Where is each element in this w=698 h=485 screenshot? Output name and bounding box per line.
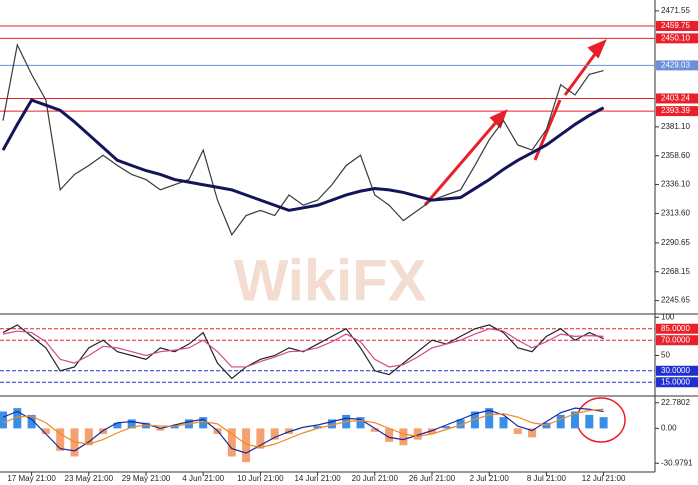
- histogram-bar: [127, 419, 136, 429]
- series-line: [2, 324, 604, 380]
- level-label-box: [656, 93, 698, 104]
- x-tick-label: 12 Jul 21:00: [582, 474, 626, 483]
- histogram-bar: [256, 428, 265, 449]
- level-label: 2450.10: [661, 33, 690, 42]
- level-label-box: [656, 323, 698, 334]
- y-tick-label: 50: [661, 351, 670, 360]
- y-tick-label: 2313.60: [661, 209, 690, 218]
- y-tick-label: 2245.65: [661, 296, 690, 305]
- level-label: 2393.39: [661, 106, 690, 115]
- histogram-bar: [13, 408, 22, 429]
- histogram-bar: [556, 414, 565, 429]
- series-line: [2, 328, 604, 368]
- level-label: 2429.03: [661, 60, 690, 69]
- y-tick-label: 2336.10: [661, 180, 690, 189]
- x-tick-label: 26 Jun 21:00: [409, 474, 456, 483]
- level-label: 2459.75: [661, 21, 690, 30]
- histogram-bar: [571, 411, 579, 429]
- histogram-bar: [313, 426, 322, 429]
- y-tick-label: 100: [661, 312, 675, 321]
- watermark: WikiFX: [234, 248, 427, 313]
- histogram-bar: [442, 426, 451, 429]
- y-tick-label: 22.7802: [661, 398, 690, 407]
- x-tick-label: 2 Jul 21:00: [470, 474, 510, 483]
- series-line: [1, 98, 605, 212]
- histogram-bar: [513, 428, 522, 434]
- level-label-box: [656, 60, 698, 71]
- y-tick-label: 2358.60: [661, 151, 690, 160]
- histogram-bar: [499, 417, 508, 429]
- histogram-bar: [156, 428, 165, 431]
- series-line: [2, 407, 604, 454]
- histogram-bar: [485, 408, 494, 429]
- histogram-bar: [41, 428, 50, 434]
- x-tick-label: 14 Jun 21:00: [294, 474, 341, 483]
- histogram-bar: [585, 414, 594, 429]
- x-tick-label: 8 Jul 21:00: [527, 474, 567, 483]
- histogram-bar: [270, 428, 279, 440]
- histogram-bar: [528, 428, 537, 438]
- x-tick-label: 23 May 21:00: [65, 474, 114, 483]
- histogram-bar: [456, 419, 465, 429]
- series-line: [2, 408, 604, 449]
- series-line: [2, 43, 604, 236]
- histogram-bar: [327, 419, 336, 429]
- level-label: 85.0000: [661, 324, 690, 333]
- x-tick-label: 10 Jun 21:00: [237, 474, 284, 483]
- histogram-bar: [27, 414, 36, 429]
- histogram-bar: [0, 411, 7, 429]
- histogram-bar: [399, 428, 408, 446]
- level-label: 70.0000: [661, 335, 690, 344]
- histogram-bar: [356, 417, 365, 429]
- x-tick-label: 17 May 21:00: [7, 474, 56, 483]
- histogram-bar: [227, 428, 236, 457]
- level-label-box: [656, 106, 698, 117]
- level-label: 30.0000: [661, 366, 690, 375]
- level-label-box: [656, 377, 698, 388]
- y-tick-label: 2268.15: [661, 267, 690, 276]
- y-tick-label: -30.9791: [661, 458, 693, 467]
- histogram-bar: [370, 428, 379, 432]
- histogram-bar: [113, 422, 122, 429]
- level-label-box: [656, 335, 698, 346]
- level-label: 2403.24: [661, 94, 690, 103]
- y-tick-label: 2471.55: [661, 6, 690, 15]
- histogram-bar: [242, 428, 251, 463]
- level-label-box: [656, 365, 698, 376]
- histogram-bar: [56, 428, 65, 451]
- x-tick-label: 20 Jun 21:00: [352, 474, 399, 483]
- histogram-bar: [413, 428, 422, 440]
- histogram-bar: [385, 428, 394, 442]
- x-tick-label: 29 May 21:00: [122, 474, 171, 483]
- level-label-box: [656, 20, 698, 31]
- y-tick-label: 0.00: [661, 423, 677, 432]
- x-tick-label: 4 Jun 21:00: [182, 474, 224, 483]
- y-tick-label: 2381.10: [661, 122, 690, 131]
- y-tick-label: 2290.65: [661, 238, 690, 247]
- histogram-bar: [84, 428, 93, 446]
- histogram-bar: [599, 417, 608, 429]
- level-label: 15.0000: [661, 377, 690, 386]
- level-label-box: [656, 33, 698, 44]
- histogram-bar: [199, 417, 208, 429]
